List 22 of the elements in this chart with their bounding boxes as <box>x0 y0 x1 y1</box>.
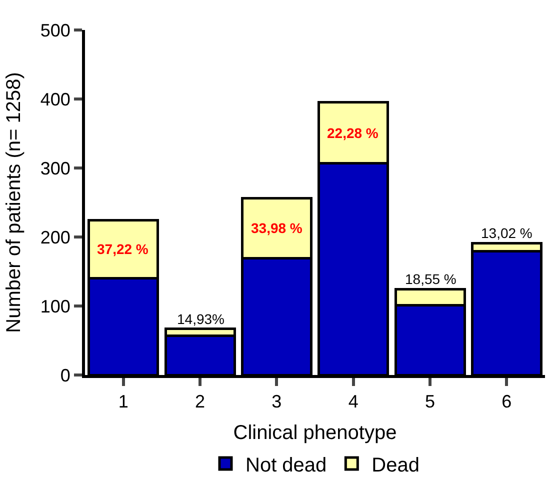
annotation: 37,22 % <box>97 241 149 257</box>
x-tick-label: 2 <box>194 392 206 412</box>
x-axis-title: Clinical phenotype <box>233 422 397 444</box>
x-tick-label: 5 <box>424 392 436 412</box>
y-tick-label: 300 <box>40 158 70 178</box>
legend-label: Dead <box>372 454 420 476</box>
legend-label: Not dead <box>246 454 327 476</box>
y-tick-label: 200 <box>40 227 70 248</box>
annotation: 22,28 % <box>327 125 379 141</box>
y-tick-label: 0 <box>60 365 70 386</box>
x-tick-label: 4 <box>348 392 358 412</box>
y-tick-label: 500 <box>40 20 70 40</box>
annotation: 18,55 % <box>405 271 456 287</box>
y-axis-title: Number of patients (n= 1258) <box>2 72 25 333</box>
y-tick-label: 100 <box>40 296 70 316</box>
y-tick-label: 400 <box>40 89 70 110</box>
annotation: 33,98 % <box>251 220 303 236</box>
annotation: 14,93% <box>177 311 224 327</box>
annotation: 13,02 % <box>481 225 532 241</box>
x-tick-label: 3 <box>272 392 282 412</box>
x-tick-label: 6 <box>502 392 512 412</box>
x-tick-label: 1 <box>118 392 128 412</box>
